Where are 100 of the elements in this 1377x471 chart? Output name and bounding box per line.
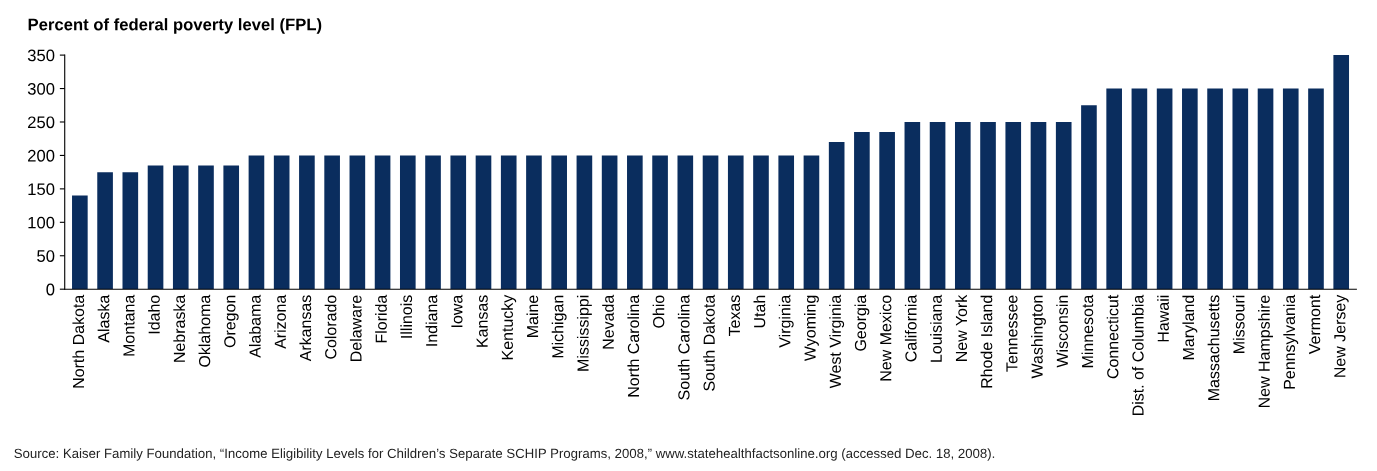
bar bbox=[576, 155, 593, 290]
bar bbox=[753, 155, 769, 290]
bar bbox=[147, 165, 164, 290]
x-tick-label: Missouri bbox=[1232, 295, 1245, 353]
x-tick-label: Louisiana bbox=[930, 294, 942, 362]
x-tick-label: New Hampshire bbox=[1258, 295, 1273, 408]
x-tick-label: Vermont bbox=[1309, 294, 1321, 355]
bar bbox=[273, 155, 290, 290]
bar bbox=[425, 155, 441, 290]
bar bbox=[954, 121, 971, 290]
x-tick-label: Kansas bbox=[476, 295, 488, 347]
x-tick-label: Alaska bbox=[97, 294, 110, 343]
x-tick-label: New Mexico bbox=[879, 295, 892, 381]
x-tick-label: Virginia bbox=[778, 294, 794, 348]
bar bbox=[324, 155, 340, 290]
x-tick-label: Arkansas bbox=[299, 295, 312, 362]
bar bbox=[854, 132, 870, 290]
bar bbox=[1131, 88, 1148, 290]
y-tick-label: 200 bbox=[28, 149, 55, 162]
bar bbox=[702, 155, 719, 290]
bar bbox=[475, 155, 492, 290]
bar bbox=[223, 165, 240, 290]
bar bbox=[778, 155, 795, 290]
bar bbox=[172, 165, 189, 290]
bar bbox=[980, 121, 996, 290]
source-note: Source: Kaiser Family Foundation, “Income Eligibility Levels for Children’s Separate SCHIP Programs, 2008,” www.statehealthfactsonline.org (accessed Dec. 18, 2008). bbox=[14, 448, 995, 461]
x-tick-label: Oklahoma bbox=[198, 294, 211, 367]
x-tick-label: Mississippi bbox=[576, 295, 592, 371]
bar bbox=[929, 121, 946, 290]
x-tick-label: Ohio bbox=[652, 295, 665, 328]
x-tick-label: Connecticut bbox=[1106, 294, 1119, 379]
bar bbox=[1156, 88, 1173, 290]
bar bbox=[450, 155, 467, 290]
x-tick-label: Hawaii bbox=[1157, 295, 1169, 342]
x-tick-label: Montana bbox=[123, 294, 135, 356]
x-tick-label: Washington bbox=[1031, 295, 1046, 379]
x-tick-label: Iowa bbox=[451, 294, 463, 328]
bar bbox=[879, 132, 895, 290]
x-tick-label: Oregon bbox=[224, 295, 239, 348]
x-tick-label: North Carolina bbox=[627, 294, 640, 397]
bar bbox=[627, 155, 643, 290]
bar bbox=[652, 155, 668, 290]
y-tick-label: 50 bbox=[37, 250, 55, 262]
bar bbox=[551, 155, 567, 290]
x-tick-label: Kentucky bbox=[501, 294, 517, 360]
x-tick-label: Florida bbox=[375, 294, 387, 343]
x-tick-label: New York bbox=[955, 294, 968, 361]
y-tick-label: 0 bbox=[46, 283, 55, 296]
bar bbox=[1182, 88, 1198, 290]
bar bbox=[1257, 88, 1274, 290]
x-tick-label: Dist. of Columbia bbox=[1131, 294, 1144, 416]
y-tick-label: 250 bbox=[28, 116, 55, 129]
x-tick-label: Massachusetts bbox=[1207, 295, 1220, 400]
x-tick-label: California bbox=[904, 294, 917, 362]
bar bbox=[904, 121, 921, 290]
bar bbox=[72, 195, 88, 290]
bar bbox=[1232, 88, 1249, 290]
bar bbox=[1207, 88, 1223, 290]
bar bbox=[803, 155, 820, 290]
x-tick-label: Nebraska bbox=[173, 294, 186, 362]
x-tick-label: Minnesota bbox=[1081, 294, 1094, 368]
y-tick-label: 100 bbox=[28, 216, 55, 229]
x-tick-label: Wyoming bbox=[804, 295, 819, 362]
y-tick-label: 350 bbox=[27, 49, 55, 62]
x-tick-label: Wisconsin bbox=[1056, 295, 1068, 368]
bar bbox=[374, 155, 391, 290]
bar bbox=[1081, 105, 1097, 290]
x-tick-label: Rhode Island bbox=[980, 295, 993, 388]
x-tick-label: New Jersey bbox=[1334, 294, 1349, 377]
bar bbox=[1333, 55, 1350, 290]
x-tick-label: Maryland bbox=[1182, 295, 1198, 360]
bar bbox=[1005, 121, 1022, 290]
x-tick-label: Texas bbox=[728, 295, 741, 337]
x-tick-label: Maine bbox=[526, 295, 539, 337]
bar bbox=[349, 155, 366, 290]
bar bbox=[122, 172, 139, 290]
bar bbox=[248, 155, 265, 290]
y-axis-title: Percent of federal poverty level (FPL) bbox=[28, 18, 322, 34]
x-tick-label: North Dakota bbox=[72, 294, 85, 388]
bar bbox=[1282, 88, 1299, 290]
x-tick-label: Indiana bbox=[425, 294, 438, 346]
x-tick-label: Georgia bbox=[854, 294, 870, 351]
bar bbox=[97, 172, 113, 290]
x-tick-label: Tennessee bbox=[1006, 295, 1018, 372]
x-tick-label: Colorado bbox=[324, 295, 337, 359]
x-tick-label: Alabama bbox=[249, 294, 261, 358]
bar bbox=[526, 155, 542, 290]
x-tick-label: Idaho bbox=[148, 295, 160, 334]
bar bbox=[1106, 88, 1122, 290]
x-tick-label: South Carolina bbox=[677, 294, 690, 400]
x-tick-label: South Dakota bbox=[703, 294, 715, 391]
x-tick-label: Nevada bbox=[602, 294, 614, 349]
bar bbox=[500, 155, 517, 290]
bar bbox=[1308, 88, 1324, 290]
x-tick-label: Michigan bbox=[551, 295, 567, 358]
x-tick-label: Arizona bbox=[274, 294, 286, 349]
bar bbox=[399, 155, 416, 290]
bar bbox=[1030, 121, 1047, 290]
bar bbox=[677, 155, 694, 290]
bar bbox=[828, 142, 845, 290]
